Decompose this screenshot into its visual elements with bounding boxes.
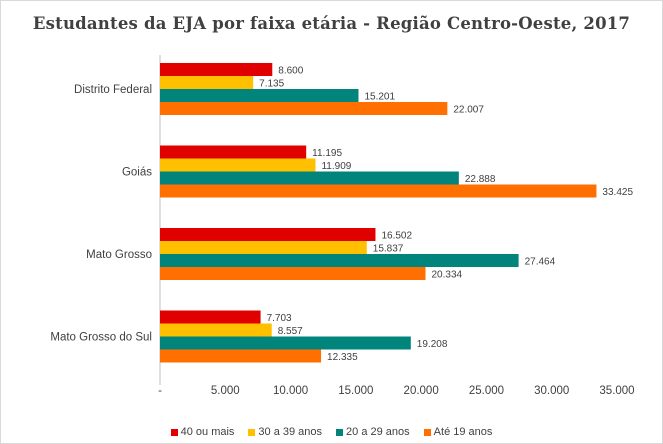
legend-item-ate-19: Até 19 anos [423,426,493,438]
data-label: 11.195 [312,148,342,159]
data-label: 15.201 [364,92,395,103]
x-tick-label: 5.000 [211,385,240,397]
bar [160,267,426,280]
bar [160,158,316,172]
category-label: Distrito Federal [74,84,152,96]
bar [160,349,322,363]
bar [160,336,411,350]
chart-title: Estudantes da EJA por faixa etária - Reg… [32,14,631,33]
data-label: 12.335 [327,352,358,363]
bar [160,323,272,337]
category-label: Goiás [122,167,152,179]
bar [160,63,273,76]
data-label: 22.007 [453,105,484,116]
x-tick-label: 35.000 [599,385,634,397]
x-tick-label: 30.000 [534,385,569,397]
x-tick-label: 15.000 [338,385,373,397]
bar [160,228,376,241]
legend-swatch [248,428,256,436]
data-label: 20.334 [432,270,463,281]
data-label: 19.208 [417,339,448,350]
legend: 40 ou mais 30 a 39 anos 20 a 29 anos Até… [0,426,663,438]
legend-label: 40 ou mais [180,426,235,438]
bar [160,241,367,254]
bar [160,145,307,159]
bar [160,310,261,324]
legend-swatch [423,428,431,436]
legend-item-40-ou-mais: 40 ou mais [170,426,235,438]
x-tick-label: 10.000 [273,385,308,397]
bar [160,76,254,89]
bar [160,184,597,198]
category-label: Mato Grosso [86,249,152,261]
data-label: 11.909 [321,161,351,172]
data-label: 27.464 [525,257,556,268]
legend-label: Até 19 anos [433,426,493,438]
data-label: 16.502 [381,231,412,242]
category-label: Mato Grosso do Sul [50,332,152,344]
data-label: 7.703 [267,313,292,324]
bar [160,102,448,115]
legend-swatch [170,428,178,436]
x-tick-label: 25.000 [469,385,504,397]
data-label: 7.135 [259,79,284,90]
bar [160,254,519,267]
legend-swatch [336,428,344,436]
bar [160,89,359,102]
x-tick-label: - [158,385,162,397]
legend-item-20-a-29: 20 a 29 anos [336,426,410,438]
data-label: 15.837 [373,244,404,255]
data-label: 22.888 [465,174,496,185]
bar [160,171,459,185]
data-label: 8.600 [278,66,303,77]
legend-label: 20 a 29 anos [346,426,410,438]
data-label: 8.557 [278,326,303,337]
x-tick-label: 20.000 [404,385,439,397]
data-label: 33.425 [602,187,633,198]
legend-item-30-a-39: 30 a 39 anos [248,426,322,438]
legend-label: 30 a 39 anos [258,426,323,438]
